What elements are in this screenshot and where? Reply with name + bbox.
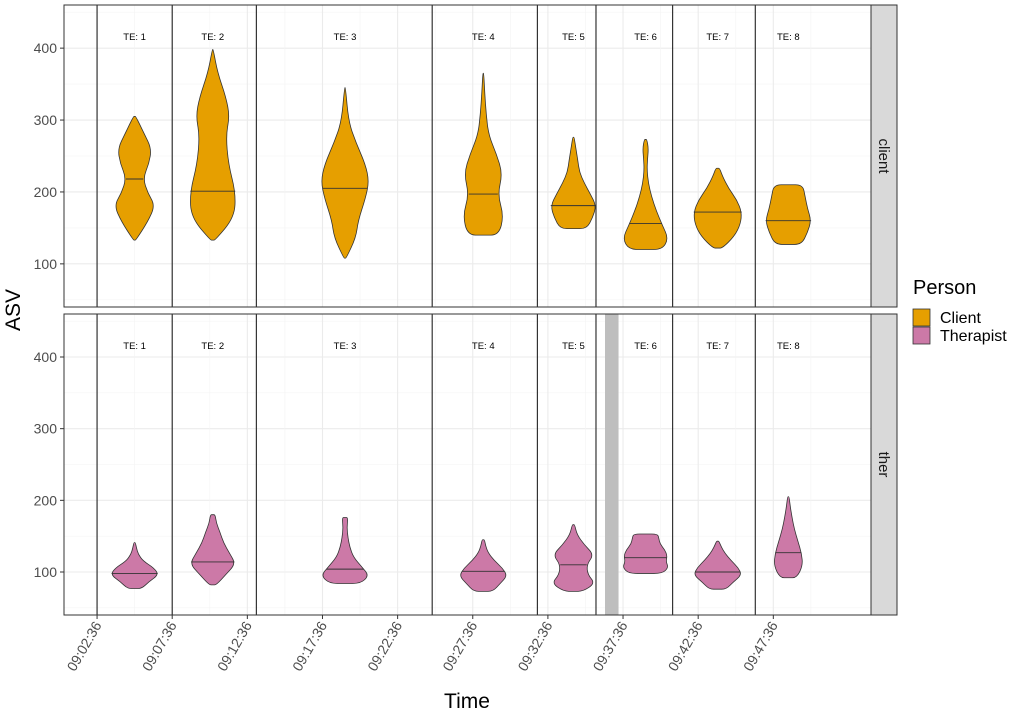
violin-ther-te-8 [774,496,803,579]
panel-client: TE: 1 TE: 2 TE: 3 TE: 4 TE: 5 TE: 6 TE: 7 TE: 8… [63,4,898,308]
y-tick-label: 400 [34,349,58,365]
te-label-ther-1: TE: 1 [123,341,146,352]
violin-client-te-7 [693,167,742,249]
panel-ther: TE: 1 TE: 2 TE: 3 TE: 4 TE: 5 TE: 6 TE: 7 TE: 8… [63,313,898,616]
x-tick-label: 09:32:36 [514,618,555,673]
y-tick-label: 300 [34,112,58,128]
x-tick-label: 09:02:36 [64,618,105,673]
te-label-client-2: TE: 2 [201,32,224,43]
violin-ther-te-7 [694,540,741,590]
y-tick-label: 400 [34,40,58,56]
te-label-client-7: TE: 7 [706,32,729,43]
violin-ther-te-3 [322,517,368,584]
violin-ther-te-1 [111,542,158,589]
te-label-ther-6: TE: 6 [634,341,657,352]
y-axis-label: ASV [2,289,25,331]
te-label-ther-8: TE: 8 [777,341,800,352]
violin-ther-te-4 [460,539,507,592]
facet-strip-label: ther [875,452,892,478]
te-label-ther-2: TE: 2 [201,341,224,352]
violin-ther-te-6 [623,533,668,574]
te-label-client-1: TE: 1 [123,32,146,43]
x-tick-label: 09:42:36 [665,618,706,673]
violin-client-te-6 [623,139,668,250]
y-tick-label: 200 [34,184,58,200]
te-label-client-5: TE: 5 [562,32,585,43]
legend-label-therapist: Therapist [940,328,1007,345]
y-tick-label: 200 [34,492,58,508]
x-tick-label: 09:12:36 [214,618,255,673]
legend-key-therapist [912,326,931,345]
facet-strip-label: client [875,138,892,174]
violin-ther-te-5 [553,524,594,592]
te-label-ther-5: TE: 5 [562,341,585,352]
facet-strip-client [870,4,898,308]
violin-client-te-1 [115,116,154,241]
x-tick-label: 09:27:36 [439,618,480,673]
y-tick-label: 100 [34,256,58,272]
y-tick-label: 300 [34,421,58,437]
legend-key-client [912,308,931,327]
violin-client-te-4 [463,72,503,236]
facet-strip-ther [870,313,898,616]
x-axis-label: Time [444,690,490,713]
te-label-ther-7: TE: 7 [706,341,729,352]
te-label-client-8: TE: 8 [777,32,800,43]
te-label-client-3: TE: 3 [334,32,357,43]
shaded-region [605,314,619,615]
te-label-ther-4: TE: 4 [472,341,495,352]
x-tick-label: 09:47:36 [740,618,781,673]
te-label-client-4: TE: 4 [472,32,495,43]
y-tick-label: 100 [34,564,58,580]
violin-client-te-8 [766,184,811,245]
x-tick-label: 09:07:36 [139,618,180,673]
te-label-ther-3: TE: 3 [334,341,357,352]
te-label-client-6: TE: 6 [634,32,657,43]
violin-client-te-2 [190,49,236,241]
x-tick-label: 09:37:36 [590,618,631,673]
violin-client-te-3 [321,87,369,259]
panels-layer: TE: 1 TE: 2 TE: 3 TE: 4 TE: 5 TE: 6 TE: 7 TE: 8… [63,4,898,616]
x-tick-label: 09:22:36 [364,618,405,673]
x-tick-label: 09:17:36 [289,618,330,673]
legend-label-client: Client [940,310,981,327]
violin-ther-te-2 [191,514,235,586]
legend-title: Person [913,277,976,299]
